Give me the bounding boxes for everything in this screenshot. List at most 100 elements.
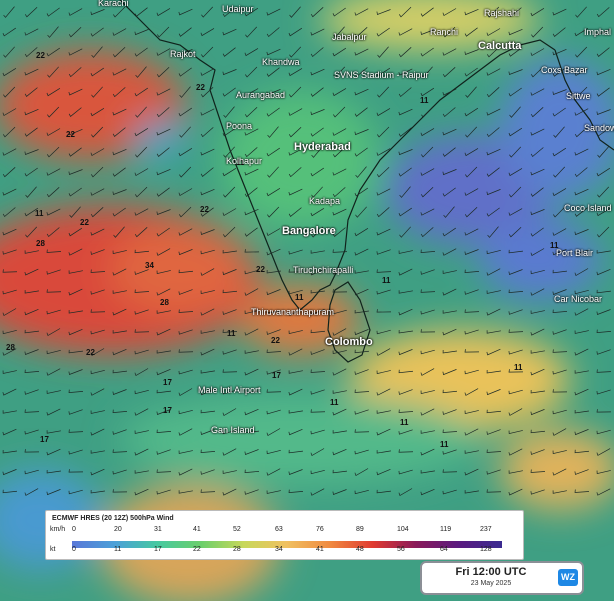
city-label[interactable]: Kadapa <box>309 196 341 206</box>
wind-barb <box>376 188 391 196</box>
wind-barb <box>288 289 303 295</box>
wind-barb <box>509 186 522 198</box>
wind-barb <box>134 309 149 315</box>
wind-barb <box>47 26 59 38</box>
wz-logo-icon[interactable]: WZ <box>558 569 578 586</box>
wind-barb <box>332 168 347 176</box>
wind-barb <box>464 450 479 454</box>
wind-barb <box>112 127 126 137</box>
city-label[interactable]: Calcutta <box>478 40 522 52</box>
wind-barb <box>486 127 500 138</box>
city-label[interactable]: Udaipur <box>222 4 254 14</box>
contour-label: 11 <box>227 329 236 338</box>
wind-barb <box>421 66 433 78</box>
wind-barb <box>2 370 17 374</box>
city-label[interactable]: Jabalpur <box>332 32 367 42</box>
wind-barb <box>530 350 545 354</box>
city-label[interactable]: Port Blair <box>556 248 594 258</box>
wind-barb <box>68 88 83 96</box>
contour-label: 22 <box>86 348 95 357</box>
wind-barb <box>266 428 281 437</box>
wind-barb <box>508 389 523 395</box>
wind-barb <box>332 489 347 495</box>
city-label[interactable]: Bangalore <box>282 225 336 237</box>
contour-label: 28 <box>36 239 45 248</box>
city-label[interactable]: Khandwa <box>262 57 300 67</box>
wind-barb <box>464 188 479 196</box>
city-label[interactable]: SVNS Stadium - Raipur <box>334 70 429 80</box>
wind-barb <box>552 188 567 197</box>
wind-barb <box>354 48 369 56</box>
city-label[interactable]: Male Intl Airport <box>198 385 261 395</box>
wind-barb <box>3 86 16 98</box>
legend-color-bar <box>72 535 502 548</box>
wind-barb <box>200 348 215 356</box>
wind-barb <box>442 67 456 78</box>
wind-barb <box>354 329 369 336</box>
wind-barb <box>508 87 522 97</box>
wind-barb <box>68 369 83 375</box>
wind-legend: ECMWF HRES (20 12Z) 500hPa Wind km/h 0 2… <box>45 510 524 560</box>
city-label[interactable]: Colombo <box>325 336 373 348</box>
contour-label: 22 <box>200 205 209 214</box>
city-label[interactable]: Car Nicobar <box>554 294 603 304</box>
wind-barb <box>398 108 413 116</box>
city-label[interactable]: Karachi <box>98 0 129 8</box>
wind-barb <box>310 289 325 294</box>
wind-barb <box>2 348 17 356</box>
city-label[interactable]: Kolhapur <box>226 156 263 166</box>
wind-barb <box>332 430 347 434</box>
wind-barb <box>574 86 588 98</box>
wind-barb <box>288 188 303 196</box>
city-label[interactable]: Thiruvananthapuram <box>251 307 335 317</box>
city-label[interactable]: Coco Island <box>564 203 612 213</box>
city-label[interactable]: Coxs Bazar <box>541 65 588 75</box>
wind-barb <box>486 290 501 294</box>
city-label[interactable]: Rajkot <box>170 49 196 59</box>
wind-barb <box>90 27 104 37</box>
city-label[interactable]: Sandoway <box>584 123 614 133</box>
wind-barb <box>69 206 81 218</box>
wind-barb <box>376 207 390 218</box>
wind-barb <box>420 289 436 293</box>
wind-barb <box>442 227 456 237</box>
wind-barb <box>530 328 545 336</box>
wind-barb <box>486 429 501 435</box>
wind-barb <box>530 66 544 78</box>
wind-barb <box>574 148 589 156</box>
wind-barb <box>354 107 368 117</box>
city-label[interactable]: Gan Island <box>211 425 255 435</box>
wind-barb <box>398 409 414 413</box>
wind-barb <box>112 167 126 177</box>
wind-barb <box>200 489 216 493</box>
wind-barb <box>442 48 457 56</box>
city-label[interactable]: Tiruchchirapalli <box>293 265 354 275</box>
forecast-time-box[interactable]: Fri 12:00 UTC 23 May 2025 WZ <box>420 561 584 595</box>
wind-barb <box>332 328 347 336</box>
wind-barb <box>531 26 544 38</box>
city-label[interactable]: Hyderabad <box>294 141 351 153</box>
wind-barb <box>222 269 237 276</box>
city-label[interactable]: Ranchi <box>430 27 459 37</box>
city-label[interactable]: Aurangabad <box>236 90 286 100</box>
wind-barb <box>508 226 522 238</box>
wind-barb <box>354 489 369 495</box>
contour-label: 11 <box>550 241 559 250</box>
wind-barb <box>398 290 413 294</box>
wind-barb <box>311 146 323 158</box>
city-label[interactable]: Rajshahi <box>484 8 520 18</box>
wind-barb <box>442 489 457 495</box>
wind-barb <box>179 126 191 138</box>
wind-barb <box>530 288 545 296</box>
city-label[interactable]: Sittwe <box>566 91 591 101</box>
wind-barb <box>24 108 39 116</box>
contour-labels: 22 22 22 11 22 22 11 11 11 22 28 34 28 2… <box>6 51 559 449</box>
wind-barb <box>267 126 279 138</box>
city-label[interactable]: Poona <box>226 121 253 131</box>
wind-barb <box>288 489 304 493</box>
wind-barb <box>244 489 259 495</box>
contour-label: 17 <box>163 378 172 387</box>
wind-barb <box>244 106 258 118</box>
legend-kt-value: 11 <box>114 546 122 553</box>
city-label[interactable]: Imphal <box>584 27 612 37</box>
